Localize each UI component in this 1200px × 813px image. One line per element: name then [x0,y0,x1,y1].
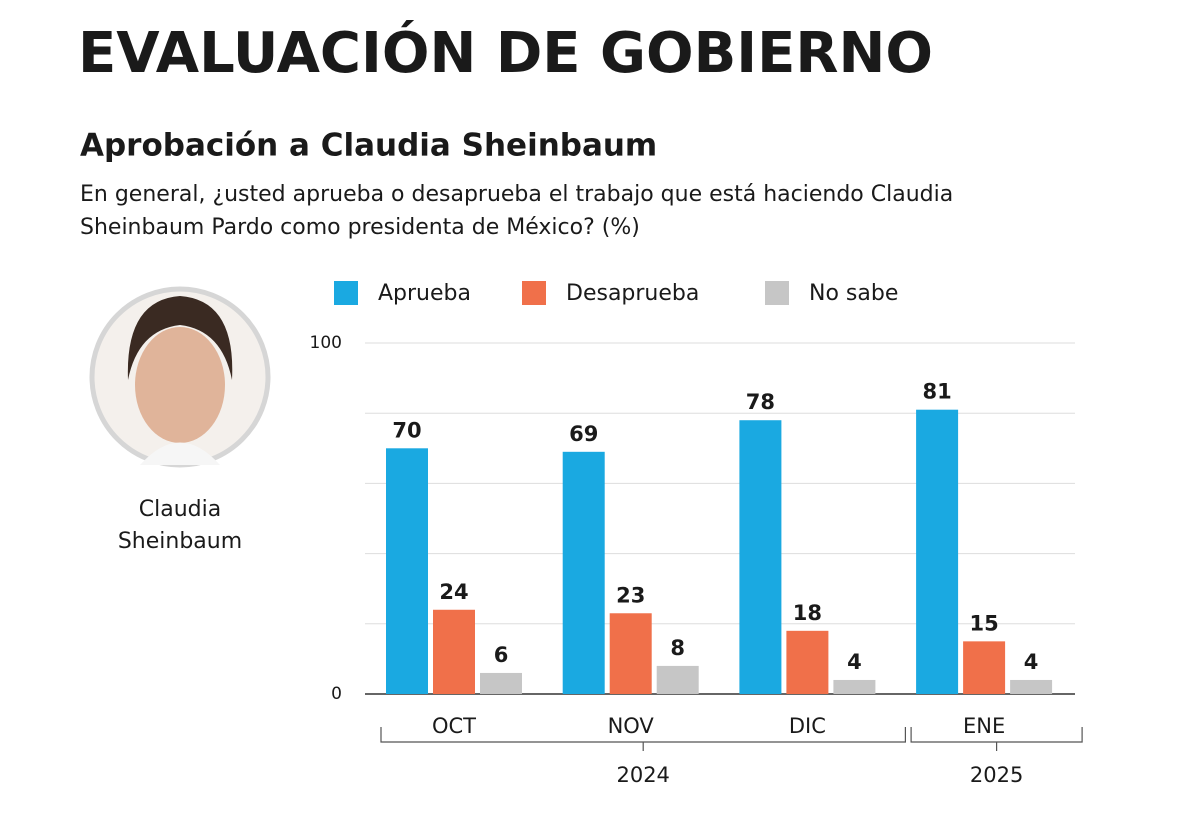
bar [609,613,652,694]
y-tick-label: 0 [331,684,342,704]
image-caption: Claudia [139,497,221,522]
x-tick-label: ENE [963,714,1005,738]
data-label: 18 [793,601,822,625]
legend-swatch [334,281,358,305]
group-label: 2025 [970,763,1023,787]
bar [386,448,428,694]
data-label: 24 [439,580,468,604]
group-bracket [380,727,906,751]
bar [916,409,959,694]
data-label: 78 [746,390,775,414]
data-label: 6 [494,643,509,667]
bar [786,630,829,694]
legend-label: Desaprueba [566,281,699,306]
legend-swatch [765,281,789,305]
bar [480,672,522,694]
bar [833,679,876,694]
legend-label: Aprueba [378,281,471,306]
question-line: En general, ¿usted aprueba o desaprueba … [80,182,953,207]
bar [656,665,699,694]
data-label: 15 [969,611,998,635]
bar [562,451,605,694]
chart-subtitle: Aprobación a Claudia Sheinbaum [80,128,657,164]
x-tick-label: DIC [789,714,826,738]
data-label: 81 [922,380,951,404]
chart-title: EVALUACIÓN DE GOBIERNO [78,21,933,86]
data-label: 69 [569,422,598,446]
data-label: 70 [392,418,421,442]
group-bracket [910,727,1083,751]
data-label: 23 [616,583,645,607]
bar [433,609,475,694]
question-line: Sheinbaum Pardo como presidenta de Méxic… [80,215,640,240]
y-tick-label: 100 [310,333,342,353]
legend-label: No sabe [809,281,898,306]
data-label: 8 [670,636,685,660]
x-tick-label: OCT [432,714,476,738]
data-label: 4 [847,650,862,674]
portrait [89,286,271,468]
data-label: 4 [1024,650,1039,674]
x-tick-label: NOV [608,714,655,738]
bar [963,641,1006,694]
group-label: 2024 [616,763,669,787]
bar [1010,679,1053,694]
legend-swatch [522,281,546,305]
bar [739,420,782,694]
image-caption: Sheinbaum [118,529,242,554]
